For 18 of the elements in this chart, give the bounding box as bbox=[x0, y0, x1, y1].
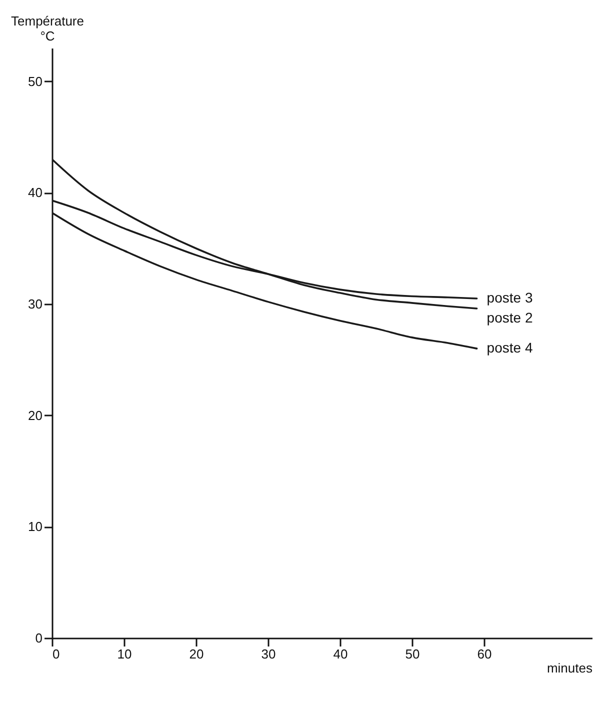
x-tick-label: 20 bbox=[189, 646, 204, 662]
y-tick-label: 40 bbox=[28, 185, 42, 200]
series-label: poste 4 bbox=[486, 340, 533, 356]
y-tick-label: 0 bbox=[35, 630, 42, 646]
x-tick-label: 50 bbox=[405, 646, 420, 662]
series-label: poste 3 bbox=[486, 289, 533, 306]
y-tick-label: 10 bbox=[28, 519, 42, 534]
series-label: poste 2 bbox=[486, 309, 533, 326]
y-tick-label: 50 bbox=[28, 74, 42, 89]
y-tick-label: 30 bbox=[28, 296, 42, 312]
x-axis-title: minutes bbox=[546, 660, 593, 676]
y-axis-title: Température °C bbox=[11, 14, 84, 44]
x-tick-label: 10 bbox=[117, 646, 132, 662]
y-tick-label: 20 bbox=[28, 408, 42, 423]
x-tick-label: 60 bbox=[477, 646, 492, 662]
x-tick-label: 30 bbox=[261, 646, 276, 662]
x-tick-label: 0 bbox=[52, 646, 60, 662]
x-tick-label: 40 bbox=[333, 646, 348, 662]
